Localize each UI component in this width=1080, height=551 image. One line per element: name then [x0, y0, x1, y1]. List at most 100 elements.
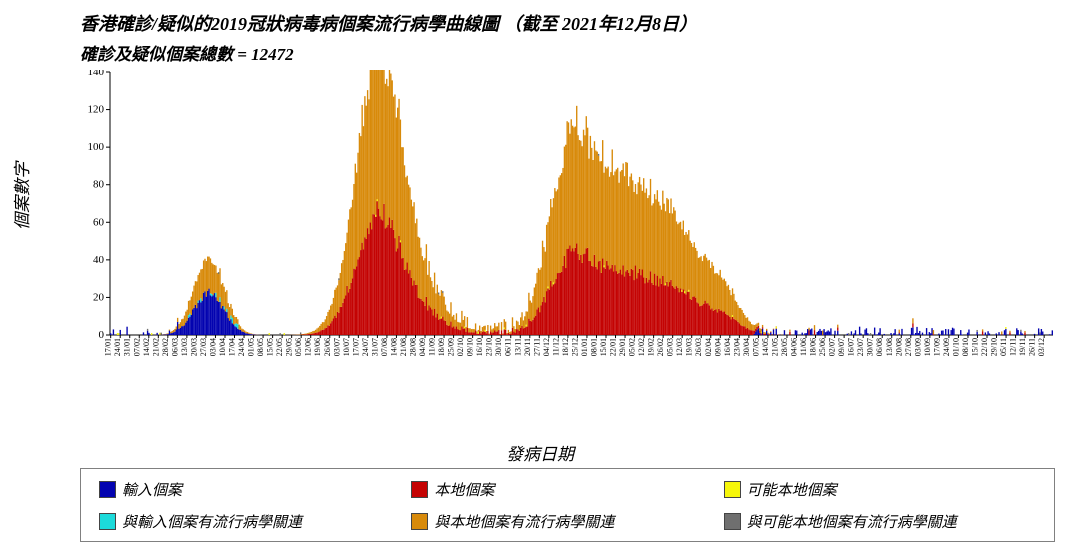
svg-text:28/02: 28/02	[161, 338, 170, 356]
svg-text:17/09: 17/09	[932, 338, 941, 356]
svg-text:13/11: 13/11	[513, 338, 522, 356]
legend-label: 輸入個案	[122, 479, 182, 500]
svg-text:03/04: 03/04	[208, 338, 217, 356]
link_imported-swatch-icon	[99, 513, 116, 530]
svg-text:05/02: 05/02	[628, 338, 637, 356]
svg-text:20/03: 20/03	[189, 338, 198, 356]
svg-text:27/08: 27/08	[904, 338, 913, 356]
link_possibly-swatch-icon	[724, 513, 741, 530]
svg-text:26/11: 26/11	[1028, 338, 1037, 356]
svg-text:24/09: 24/09	[942, 338, 951, 356]
svg-text:07/05: 07/05	[751, 338, 760, 356]
svg-text:10/07: 10/07	[342, 338, 351, 356]
svg-text:06/03: 06/03	[170, 338, 179, 356]
svg-text:05/11: 05/11	[999, 338, 1008, 356]
x-axis-label: 發病日期	[0, 440, 1080, 465]
y-axis-label: 個案數字	[8, 162, 33, 230]
svg-text:22/10: 22/10	[980, 338, 989, 356]
svg-text:22/01: 22/01	[609, 338, 618, 356]
svg-text:08/10: 08/10	[961, 338, 970, 356]
svg-text:07/08: 07/08	[380, 338, 389, 356]
svg-text:09/07: 09/07	[837, 338, 846, 356]
svg-text:23/04: 23/04	[732, 338, 741, 356]
svg-text:10/04: 10/04	[218, 338, 227, 356]
legend-item-local: 本地個案	[411, 479, 723, 500]
legend-item-imported: 輸入個案	[99, 479, 411, 500]
svg-text:09/04: 09/04	[713, 338, 722, 356]
svg-text:29/05: 29/05	[285, 338, 294, 356]
svg-text:14/05: 14/05	[761, 338, 770, 356]
legend-item-link_imported: 與輸入個案有流行病學關連	[99, 511, 411, 532]
svg-text:26/02: 26/02	[656, 338, 665, 356]
svg-text:30/07: 30/07	[866, 338, 875, 356]
svg-text:05/06: 05/06	[294, 338, 303, 356]
local-swatch-icon	[411, 481, 428, 498]
svg-text:03/07: 03/07	[332, 338, 341, 356]
svg-text:18/09: 18/09	[437, 338, 446, 356]
svg-text:13/03: 13/03	[180, 338, 189, 356]
svg-text:27/03: 27/03	[199, 338, 208, 356]
legend-label: 可能本地個案	[747, 479, 837, 500]
svg-text:31/07: 31/07	[370, 338, 379, 356]
svg-text:12/06: 12/06	[304, 338, 313, 356]
svg-text:03/09: 03/09	[913, 338, 922, 356]
svg-text:100: 100	[88, 141, 105, 153]
svg-text:11/09: 11/09	[428, 338, 437, 356]
epidemic-curve-plot: 02040608010012014017/0124/0131/0107/0214…	[80, 70, 1055, 390]
svg-text:01/05: 01/05	[247, 338, 256, 356]
svg-text:16/07: 16/07	[847, 338, 856, 356]
svg-text:40: 40	[93, 254, 105, 266]
svg-text:23/07: 23/07	[856, 338, 865, 356]
svg-text:80: 80	[93, 179, 105, 191]
svg-text:04/09: 04/09	[418, 338, 427, 356]
svg-text:19/11: 19/11	[1018, 338, 1027, 356]
svg-text:15/05: 15/05	[266, 338, 275, 356]
svg-text:17/04: 17/04	[228, 338, 237, 356]
legend-label: 本地個案	[434, 479, 494, 500]
svg-text:12/03: 12/03	[675, 338, 684, 356]
svg-text:17/01: 17/01	[104, 338, 113, 356]
svg-text:16/04: 16/04	[723, 338, 732, 356]
svg-text:06/08: 06/08	[875, 338, 884, 356]
svg-text:06/11: 06/11	[504, 338, 513, 356]
svg-text:60: 60	[93, 216, 105, 228]
svg-text:08/05: 08/05	[256, 338, 265, 356]
svg-text:120: 120	[88, 104, 105, 116]
svg-text:28/08: 28/08	[408, 338, 417, 356]
svg-text:14/02: 14/02	[142, 338, 151, 356]
svg-text:18/06: 18/06	[809, 338, 818, 356]
legend-label: 與本地個案有流行病學關連	[434, 511, 614, 532]
chart-legend: 輸入個案 本地個案 可能本地個案與輸入個案有流行病學關連 與本地個案有流行病學關連 與可…	[80, 468, 1055, 542]
svg-text:27/11: 27/11	[532, 338, 541, 356]
possibly_local-swatch-icon	[724, 481, 741, 498]
svg-text:24/04: 24/04	[237, 338, 246, 356]
svg-text:21/02: 21/02	[151, 338, 160, 356]
imported-swatch-icon	[99, 481, 116, 498]
svg-text:25/12: 25/12	[570, 338, 579, 356]
svg-text:21/08: 21/08	[399, 338, 408, 356]
svg-text:20/11: 20/11	[523, 338, 532, 356]
svg-text:02/10: 02/10	[456, 338, 465, 356]
svg-text:31/01: 31/01	[123, 338, 132, 356]
svg-text:140: 140	[88, 70, 105, 78]
legend-item-link_local: 與本地個案有流行病學關連	[411, 511, 723, 532]
svg-text:07/02: 07/02	[132, 338, 141, 356]
svg-text:25/09: 25/09	[447, 338, 456, 356]
svg-text:04/12: 04/12	[542, 338, 551, 356]
svg-text:25/06: 25/06	[818, 338, 827, 356]
svg-text:02/04: 02/04	[704, 338, 713, 356]
svg-text:09/10: 09/10	[466, 338, 475, 356]
svg-text:20: 20	[93, 291, 105, 303]
svg-text:30/04: 30/04	[742, 338, 751, 356]
chart-subtitle: 確診及疑似個案總數 = 12472	[80, 40, 294, 65]
legend-item-link_possibly: 與可能本地個案有流行病學關連	[724, 511, 1036, 532]
svg-text:22/05: 22/05	[275, 338, 284, 356]
svg-text:19/06: 19/06	[313, 338, 322, 356]
svg-text:26/06: 26/06	[323, 338, 332, 356]
svg-text:24/01: 24/01	[113, 338, 122, 356]
svg-text:11/12: 11/12	[551, 338, 560, 356]
svg-text:02/07: 02/07	[828, 338, 837, 356]
svg-text:29/10: 29/10	[990, 338, 999, 356]
svg-text:04/06: 04/06	[790, 338, 799, 356]
svg-text:13/08: 13/08	[885, 338, 894, 356]
